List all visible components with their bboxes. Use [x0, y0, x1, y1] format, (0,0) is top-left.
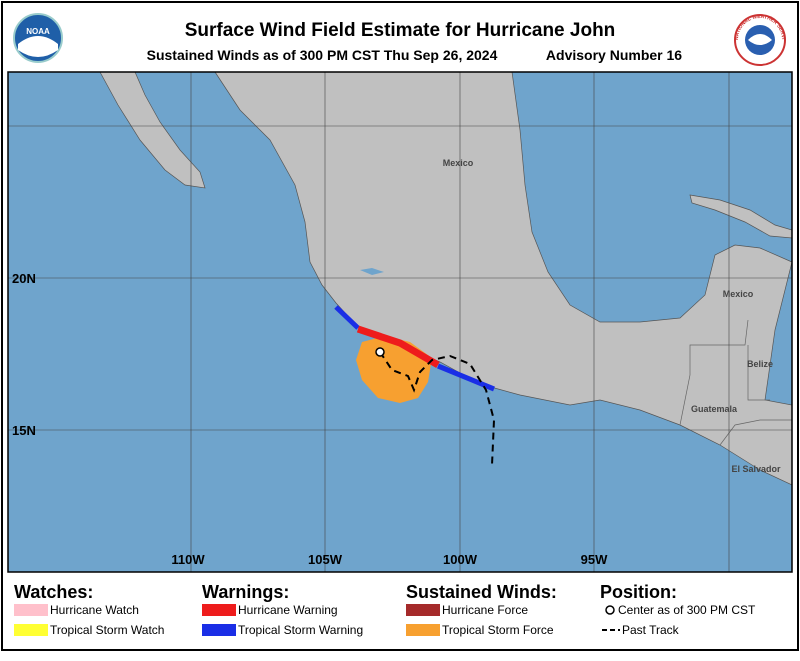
graticule	[8, 72, 792, 572]
legend-item: Tropical Storm Warning	[238, 623, 363, 637]
place-label: El Salvador	[731, 464, 781, 474]
legend-group-title: Sustained Winds:	[406, 582, 557, 602]
storm-center	[375, 347, 385, 357]
lon-label: 95W	[581, 552, 608, 567]
advisory: Advisory Number 16	[546, 47, 682, 63]
lat-label: 20N	[12, 271, 36, 286]
legend-swatch	[202, 604, 236, 616]
ts-warning-coast	[334, 305, 360, 330]
borders	[679, 319, 792, 446]
ts-warning-coast	[437, 363, 495, 392]
legend-item: Center as of 300 PM CST	[618, 603, 756, 617]
legend-group-title: Position:	[600, 582, 677, 602]
legend-swatch	[406, 624, 440, 636]
lake	[360, 268, 384, 275]
logo-wave	[18, 36, 58, 57]
past-track	[379, 351, 496, 466]
legend-swatch	[14, 604, 48, 616]
legend-item: Hurricane Watch	[50, 603, 139, 617]
legend-item: Past Track	[622, 623, 680, 637]
legend-swatch	[202, 624, 236, 636]
map-frame	[7, 71, 793, 573]
place-label: Belize	[747, 359, 773, 369]
noaa-logo: NOAA	[13, 13, 63, 63]
legend-item: Hurricane Force	[442, 603, 528, 617]
border-line	[679, 319, 749, 426]
place-label: Mexico	[723, 289, 754, 299]
legend-item: Tropical Storm Watch	[50, 623, 164, 637]
legend: Watches:Hurricane Watch Tropical Storm Wa…	[14, 582, 756, 637]
map: Mexico Mexico Belize Guatemala El Salvad…	[8, 71, 793, 572]
border-line	[719, 419, 792, 446]
place-label: Guatemala	[691, 404, 738, 414]
lon-label: 105W	[308, 552, 343, 567]
legend-swatch	[406, 604, 440, 616]
place-label: Mexico	[443, 158, 474, 168]
title: Surface Wind Field Estimate for Hurrican…	[185, 20, 616, 41]
lat-label: 15N	[12, 423, 36, 438]
lon-label: 110W	[171, 552, 205, 567]
logo-cloud	[748, 34, 772, 45]
border-line	[747, 345, 770, 401]
legend-group-title: Warnings:	[202, 582, 289, 602]
hurricane-warning-coast	[356, 325, 440, 369]
legend-swatch	[14, 624, 48, 636]
subtitle: Sustained Winds as of 300 PM CST Thu Sep…	[147, 47, 498, 63]
land-baja	[99, 71, 206, 189]
legend-group-title: Watches:	[14, 582, 93, 602]
logo-text: NOAA	[26, 27, 50, 36]
lon-label: 100W	[443, 552, 478, 567]
legend-item: Hurricane Warning	[238, 603, 338, 617]
legend-item: Tropical Storm Force	[442, 623, 554, 637]
legend-center-symbol	[605, 605, 615, 615]
